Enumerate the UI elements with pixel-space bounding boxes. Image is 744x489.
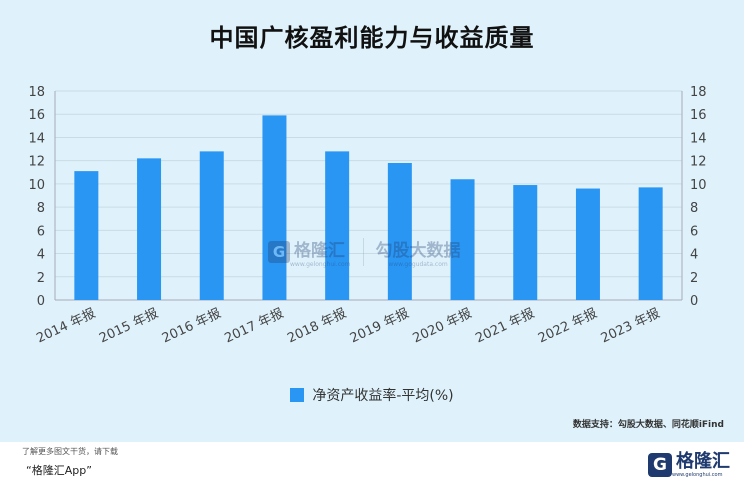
bar <box>450 179 475 300</box>
watermark: G 格隆汇 www.gelonghui.com 勾股大数据 www.goguda… <box>268 236 461 268</box>
logo-text: 格隆汇 <box>676 451 730 472</box>
y-tick-label-right: 18 <box>690 85 707 100</box>
y-tick-label-right: 14 <box>690 131 707 146</box>
bar <box>638 187 663 300</box>
x-tick-label: 2019 年报 <box>348 306 412 346</box>
x-tick-label: 2021 年报 <box>473 306 537 346</box>
y-tick-label-left: 18 <box>28 85 45 100</box>
y-tick-label-left: 16 <box>28 108 45 123</box>
y-tick-label-right: 2 <box>690 271 698 286</box>
y-tick-label-right: 4 <box>690 248 698 263</box>
x-tick-label: 2015 年报 <box>97 306 161 346</box>
y-tick-label-left: 4 <box>37 248 45 263</box>
chart-title: 中国广核盈利能力与收益质量 <box>209 24 535 52</box>
y-tick-label-left: 8 <box>37 201 45 216</box>
y-tick-label-left: 14 <box>28 131 45 146</box>
x-tick-label: 2017 年报 <box>223 306 287 346</box>
x-tick-label: 2018 年报 <box>285 306 349 346</box>
bar <box>137 158 162 300</box>
y-tick-label-right: 0 <box>690 294 698 309</box>
y-tick-label-left: 2 <box>37 271 45 286</box>
bar <box>262 115 287 300</box>
bar <box>199 151 224 300</box>
footer-app-name: “格隆汇App” <box>26 464 92 477</box>
y-tick-label-left: 10 <box>28 178 45 193</box>
logo-icon: G <box>648 453 672 477</box>
watermark-logo-icon: G <box>268 241 290 263</box>
y-tick-label-left: 12 <box>28 155 45 170</box>
y-tick-label-right: 12 <box>690 155 707 170</box>
x-tick-label: 2016 年报 <box>160 306 224 346</box>
chart-legend: 净资产收益率-平均(%) <box>0 385 744 405</box>
chart-card: 中国广核盈利能力与收益质量 0 2 4 6 8 10 12 14 16 18 0 2 4 6 8 10 12 1… <box>0 24 744 430</box>
footer: 了解更多图文干货，请下载 “格隆汇App” G 格隆汇 www.gelonghu… <box>0 442 744 489</box>
y-tick-label-left: 0 <box>37 294 45 309</box>
y-tick-label-right: 16 <box>690 108 707 123</box>
watermark-divider <box>362 238 364 266</box>
x-tick-label: 2022 年报 <box>536 306 600 346</box>
footer-logo[interactable]: G 格隆汇 www.gelonghui.com <box>648 450 730 480</box>
x-tick-label: 2023 年报 <box>599 306 663 346</box>
bar <box>575 188 600 300</box>
y-tick-label-right: 10 <box>690 178 707 193</box>
legend-label: 净资产收益率-平均(%) <box>312 388 454 404</box>
bar <box>387 162 412 300</box>
y-tick-label-right: 6 <box>690 224 698 239</box>
bar <box>74 171 99 300</box>
watermark-brand-url: www.gelonghui.com <box>290 261 351 268</box>
watermark-brand: 格隆汇 <box>294 241 345 261</box>
footer-promo-text: 了解更多图文干货，请下载 <box>22 447 118 456</box>
bar <box>325 151 350 300</box>
y-tick-label-left: 6 <box>37 224 45 239</box>
data-source: 数据支持：勾股大数据、同花顺iFind <box>572 420 724 430</box>
bar <box>513 185 538 300</box>
y-tick-label-right: 8 <box>690 201 698 216</box>
watermark-partner-url: www.gogudata.com <box>388 261 448 268</box>
x-tick-label: 2014 年报 <box>34 306 98 346</box>
watermark-partner: 勾股大数据 <box>375 241 461 261</box>
logo-url: www.gelonghui.com <box>672 472 723 478</box>
legend-swatch <box>290 388 305 402</box>
x-tick-label: 2020 年报 <box>411 306 475 346</box>
